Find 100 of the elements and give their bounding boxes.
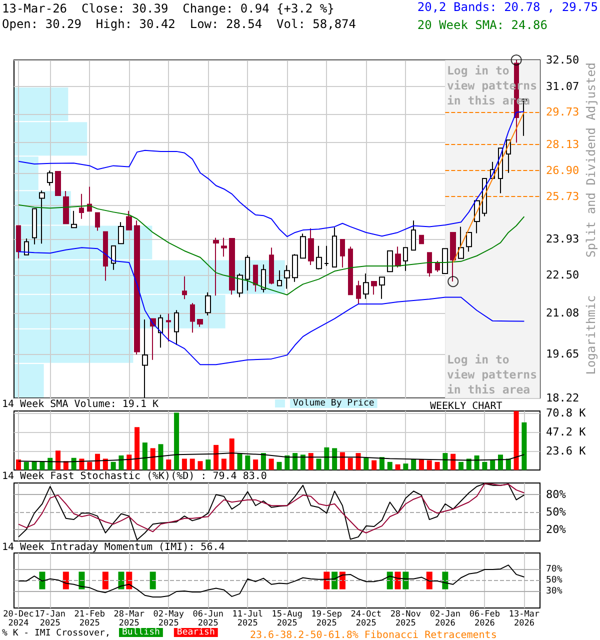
y-tick-label: 80%: [546, 488, 566, 502]
bar: [340, 452, 345, 470]
candlestick: [395, 246, 401, 268]
bar: [498, 454, 503, 470]
bar: [387, 462, 392, 470]
bar: [56, 450, 61, 470]
candlestick: [190, 302, 195, 334]
bar: [379, 457, 384, 470]
candlestick: [245, 254, 250, 292]
candlestick: [71, 210, 77, 228]
bar: [24, 462, 29, 470]
text: 20,2 Bands: 20.78 , 29.75: [417, 0, 598, 14]
bar: [434, 462, 440, 470]
ref-line-label: 26.90: [546, 164, 580, 177]
candlestick: [221, 237, 227, 258]
y-tick-label: 50%: [546, 576, 563, 586]
bar: [426, 460, 432, 470]
candlestick: [269, 247, 274, 285]
x-tick-label: 19-Sep 2025: [311, 610, 342, 628]
bar: [332, 448, 338, 470]
candlestick: [450, 232, 456, 282]
candlestick: [324, 245, 329, 267]
bar: [16, 459, 22, 470]
text: Logarithmic: [584, 295, 598, 375]
candlestick: [182, 276, 187, 300]
chart-subtitle: Open: 30.29 High: 30.42 Low: 28.54 Vol: 58,874: [2, 17, 356, 31]
bar: [142, 442, 148, 470]
bar: [450, 454, 456, 470]
bar: [245, 455, 250, 470]
bar: [166, 459, 172, 470]
bar: [308, 453, 314, 470]
x-tick-label: 21-Feb 2025: [74, 610, 105, 628]
y-tick-label: 20%: [546, 522, 566, 536]
bar: [284, 455, 290, 470]
bar: [150, 448, 156, 470]
bar: [214, 444, 219, 470]
candlestick: [213, 237, 219, 296]
legend-title: % K - IMI Crossover,: [2, 628, 110, 638]
bar: [458, 462, 464, 470]
ref-line-label: 28.13: [546, 138, 580, 151]
y-tick-label: 70.8 K: [546, 406, 586, 420]
y-tick-label: 21.08: [546, 306, 580, 320]
candlestick: [111, 245, 116, 270]
candlestick: [126, 210, 132, 230]
candlestick: [458, 226, 464, 259]
candlestick: [47, 170, 53, 186]
candlestick: [466, 232, 472, 252]
bar: [292, 453, 298, 470]
bar: [102, 458, 108, 470]
chart-title: 14 Week Fast Stochastic (%K)(%D) : 79.4 83.0: [2, 471, 267, 482]
bar: [182, 458, 187, 470]
annotation: WEEKLY CHART: [430, 401, 502, 412]
candlestick: [427, 252, 432, 278]
candlestick: [205, 292, 211, 316]
text: Bullish: [122, 628, 160, 638]
y-tick-label: 47.2 K: [546, 425, 586, 438]
chart-title: 14 Week SMA Volume: 19.1 K: [2, 399, 159, 410]
line-series: [18, 452, 525, 462]
bar: [95, 454, 100, 470]
bar: [506, 458, 511, 470]
bar: [356, 453, 361, 470]
y-tick-label: 31.07: [546, 80, 580, 93]
bar: [364, 458, 369, 470]
candlestick: [411, 220, 416, 251]
candlestick: [300, 233, 306, 259]
bar: [348, 458, 353, 470]
ref-line-label: 29.73: [546, 106, 580, 119]
bar: [190, 458, 195, 470]
y-tick-label: 30%: [546, 586, 563, 596]
candlestick: [348, 246, 353, 296]
bar: [229, 438, 234, 470]
bar: [158, 444, 164, 470]
candlestick: [158, 314, 163, 348]
bar: [174, 412, 180, 470]
bar: [260, 453, 266, 470]
candlestick: [403, 247, 408, 272]
y-tick-label: 70%: [546, 564, 563, 574]
candlestick: [79, 193, 84, 220]
bar: [324, 447, 330, 470]
candlestick: [363, 272, 369, 300]
y-tick-label: 23.93: [546, 232, 580, 246]
bar: [514, 411, 519, 470]
bar: [237, 453, 242, 470]
bar: [482, 462, 488, 470]
text: 20 Week SMA: 24.86: [417, 18, 548, 32]
candlestick: [229, 238, 235, 296]
candlestick: [103, 231, 108, 282]
x-tick-label: 06-Feb 2026: [469, 610, 500, 628]
line-series: [18, 564, 525, 598]
candlestick: [253, 264, 258, 292]
candlestick: [118, 222, 124, 244]
x-tick-label: 13-Mar 2026: [508, 610, 540, 628]
candlestick: [87, 186, 92, 212]
text: 23.6-38.2-50-61.8% Fibonacci Retracements: [250, 630, 497, 640]
candlestick: [292, 254, 298, 282]
candlestick: [166, 313, 171, 342]
candlestick: [419, 234, 424, 244]
y-tick-label: 23.6 K: [546, 444, 586, 458]
bar: [198, 461, 203, 470]
bar: [372, 460, 377, 470]
